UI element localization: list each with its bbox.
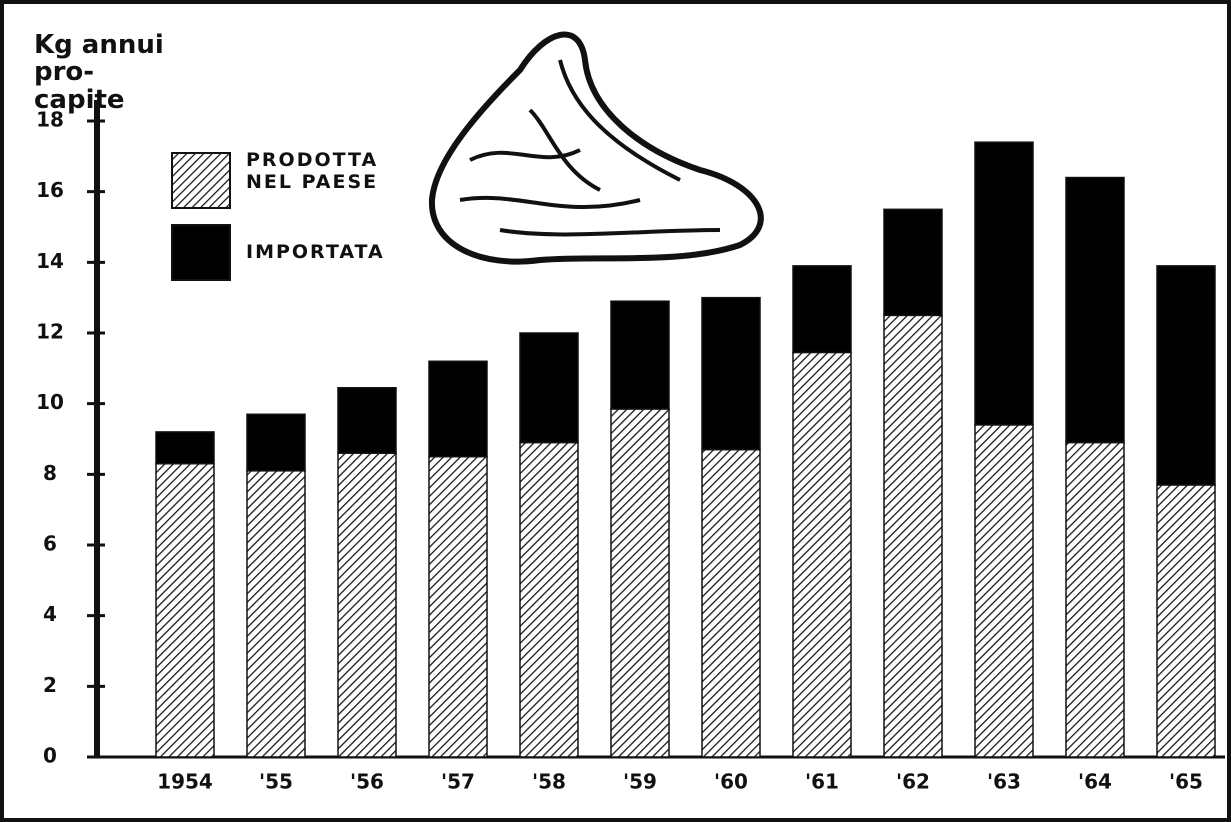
legend-swatch <box>172 153 230 208</box>
meat-illustration <box>432 35 761 262</box>
bar-segment <box>793 266 851 353</box>
bar-segment <box>1066 178 1124 443</box>
x-tick-label: '59 <box>623 770 657 794</box>
x-tick-label: '64 <box>1078 770 1112 794</box>
bar-segment <box>156 432 214 464</box>
y-tick-label: 8 <box>43 461 57 485</box>
y-tick-label: 0 <box>43 744 57 768</box>
bar-segment <box>884 209 942 315</box>
y-tick-label: 6 <box>43 532 57 556</box>
y-tick-label: 10 <box>36 390 64 414</box>
x-tick-label: '58 <box>532 770 566 794</box>
bar-segment <box>975 142 1033 425</box>
bar-segment <box>611 409 669 757</box>
bar-segment <box>338 388 396 453</box>
bar-segment <box>702 450 760 757</box>
bar-segment <box>247 414 305 471</box>
x-tick-label: '62 <box>896 770 930 794</box>
chart-page: 0246810121416181954'55'56'57'58'59'60'61… <box>0 0 1231 822</box>
y-tick-label: 4 <box>43 602 57 626</box>
bar-segment <box>702 298 760 450</box>
y-tick-label: 12 <box>36 320 64 344</box>
x-tick-label: '57 <box>441 770 475 794</box>
bar-segment <box>1157 266 1215 485</box>
y-axis-label: Kg annui pro-capite <box>34 32 184 114</box>
x-tick-label: 1954 <box>157 770 213 794</box>
x-tick-label: '55 <box>259 770 293 794</box>
bar-segment <box>429 457 487 757</box>
x-tick-label: '61 <box>805 770 839 794</box>
bar-segment <box>520 443 578 757</box>
y-tick-label: 14 <box>36 249 64 273</box>
bar-segment <box>975 425 1033 757</box>
bar-segment <box>247 471 305 757</box>
y-tick-label: 16 <box>36 178 64 202</box>
chart: 0246810121416181954'55'56'57'58'59'60'61… <box>0 0 1231 822</box>
bar-segment <box>429 361 487 456</box>
y-axis <box>94 100 100 757</box>
legend-label: PRODOTTA NEL PAESE <box>246 150 406 194</box>
x-tick-label: '60 <box>714 770 748 794</box>
bar-segment <box>338 453 396 757</box>
bar-segment <box>793 352 851 757</box>
bar-segment <box>611 301 669 409</box>
bar-segment <box>520 333 578 443</box>
bar-segment <box>156 464 214 757</box>
x-tick-label: '65 <box>1169 770 1203 794</box>
x-tick-label: '63 <box>987 770 1021 794</box>
bar-segment <box>1157 485 1215 757</box>
legend-label: IMPORTATA <box>246 242 406 264</box>
legend-swatch <box>172 225 230 280</box>
bar-segment <box>1066 443 1124 757</box>
bar-segment <box>884 315 942 757</box>
x-tick-label: '56 <box>350 770 384 794</box>
y-tick-label: 2 <box>43 673 57 697</box>
